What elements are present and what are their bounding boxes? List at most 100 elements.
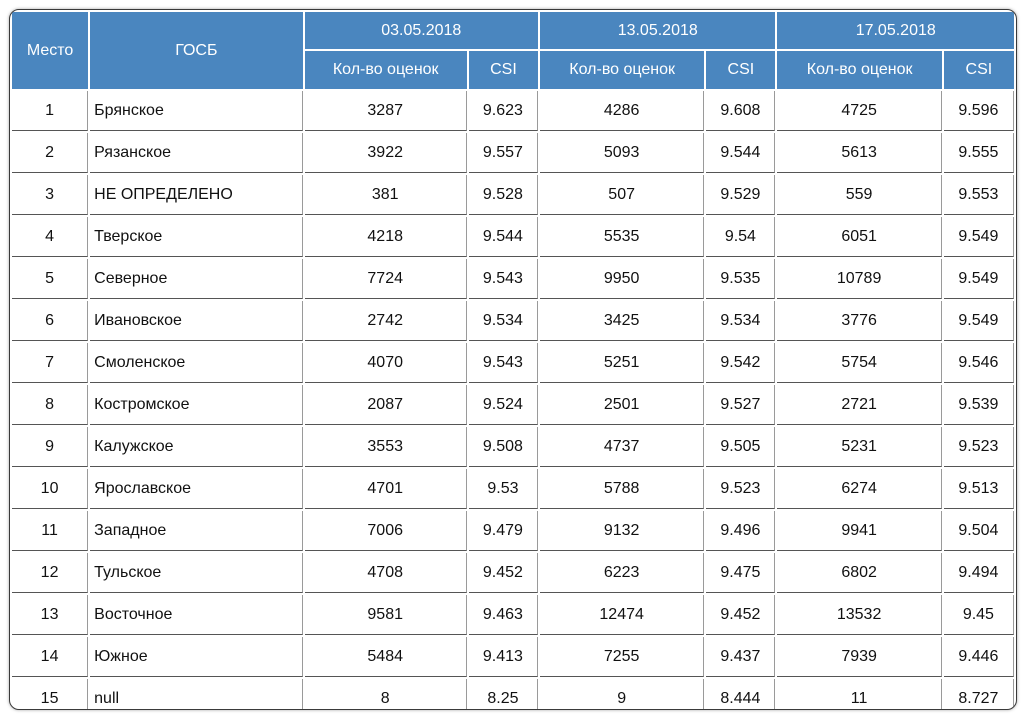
table-row[interactable]: 3 НЕ ОПРЕДЕЛЕНО 381 9.528 507 9.529 559 9.553 <box>12 175 1014 215</box>
table-frame: Место ГОСБ 03.05.2018 13.05.2018 17.05.2… <box>9 9 1017 710</box>
cell-csi-2: 9.608 <box>706 91 776 131</box>
cell-gosb-name: Северное <box>90 259 303 299</box>
cell-count-2: 9950 <box>540 259 705 299</box>
cell-csi-3: 9.513 <box>943 469 1014 509</box>
cell-csi-3: 9.549 <box>943 259 1014 299</box>
col-header-gosb[interactable]: ГОСБ <box>90 12 303 89</box>
col-header-count-1[interactable]: Кол-во оценок <box>304 51 467 89</box>
table-row[interactable]: 4 Тверское 4218 9.544 5535 9.54 6051 9.549 <box>12 217 1014 257</box>
cell-csi-1: 9.543 <box>468 259 538 299</box>
cell-csi-2: 9.437 <box>706 637 776 677</box>
cell-csi-1: 9.557 <box>468 133 538 173</box>
cell-gosb-name: Ивановское <box>90 301 303 341</box>
cell-place: 7 <box>12 343 89 383</box>
cell-csi-3: 9.553 <box>943 175 1014 215</box>
table-row[interactable]: 8 Костромское 2087 9.524 2501 9.527 2721 9.539 <box>12 385 1014 425</box>
cell-count-3: 559 <box>777 175 942 215</box>
cell-csi-1: 9.544 <box>468 217 538 257</box>
cell-csi-1: 9.623 <box>468 91 538 131</box>
table-row[interactable]: 15 null 8 8.25 9 8.444 11 8.727 <box>12 679 1014 709</box>
cell-csi-2: 9.542 <box>706 343 776 383</box>
cell-count-2: 4737 <box>540 427 705 467</box>
cell-csi-3: 9.549 <box>943 217 1014 257</box>
col-header-csi-3[interactable]: CSI <box>943 51 1014 89</box>
table-row[interactable]: 12 Тульское 4708 9.452 6223 9.475 6802 9.494 <box>12 553 1014 593</box>
cell-csi-1: 9.463 <box>468 595 538 635</box>
table-row[interactable]: 7 Смоленское 4070 9.543 5251 9.542 5754 9.546 <box>12 343 1014 383</box>
cell-gosb-name: НЕ ОПРЕДЕЛЕНО <box>90 175 303 215</box>
cell-csi-3: 9.494 <box>943 553 1014 593</box>
cell-csi-2: 9.544 <box>706 133 776 173</box>
cell-place: 3 <box>12 175 89 215</box>
cell-count-2: 7255 <box>540 637 705 677</box>
col-header-csi-1[interactable]: CSI <box>468 51 538 89</box>
cell-count-1: 4708 <box>304 553 467 593</box>
cell-csi-3: 9.555 <box>943 133 1014 173</box>
csi-table: Место ГОСБ 03.05.2018 13.05.2018 17.05.2… <box>10 10 1016 709</box>
cell-place: 13 <box>12 595 89 635</box>
cell-count-1: 4701 <box>304 469 467 509</box>
cell-gosb-name: Западное <box>90 511 303 551</box>
table-body: 1 Брянское 3287 9.623 4286 9.608 4725 9.596 2 Ряз… <box>12 91 1014 709</box>
cell-csi-3: 9.596 <box>943 91 1014 131</box>
cell-gosb-name: Восточное <box>90 595 303 635</box>
table-row[interactable]: 14 Южное 5484 9.413 7255 9.437 7939 9.446 <box>12 637 1014 677</box>
cell-count-3: 4725 <box>777 91 942 131</box>
cell-csi-1: 9.53 <box>468 469 538 509</box>
cell-gosb-name: Калужское <box>90 427 303 467</box>
cell-csi-2: 9.527 <box>706 385 776 425</box>
table-row[interactable]: 13 Восточное 9581 9.463 12474 9.452 13532 9.45 <box>12 595 1014 635</box>
cell-place: 2 <box>12 133 89 173</box>
cell-count-1: 3553 <box>304 427 467 467</box>
cell-count-2: 5788 <box>540 469 705 509</box>
col-header-csi-2[interactable]: CSI <box>706 51 776 89</box>
cell-csi-3: 9.549 <box>943 301 1014 341</box>
cell-count-3: 6802 <box>777 553 942 593</box>
cell-count-3: 5754 <box>777 343 942 383</box>
cell-count-1: 2742 <box>304 301 467 341</box>
table-row[interactable]: 5 Северное 7724 9.543 9950 9.535 10789 9.549 <box>12 259 1014 299</box>
cell-csi-2: 9.475 <box>706 553 776 593</box>
cell-csi-2: 9.529 <box>706 175 776 215</box>
table-row[interactable]: 10 Ярославское 4701 9.53 5788 9.523 6274 9.513 <box>12 469 1014 509</box>
cell-csi-1: 9.528 <box>468 175 538 215</box>
table-row[interactable]: 6 Ивановское 2742 9.534 3425 9.534 3776 9.549 <box>12 301 1014 341</box>
cell-csi-1: 9.508 <box>468 427 538 467</box>
cell-count-3: 9941 <box>777 511 942 551</box>
cell-place: 12 <box>12 553 89 593</box>
cell-csi-1: 9.479 <box>468 511 538 551</box>
cell-count-3: 2721 <box>777 385 942 425</box>
cell-count-1: 3287 <box>304 91 467 131</box>
col-header-place[interactable]: Место <box>12 12 89 89</box>
cell-count-3: 10789 <box>777 259 942 299</box>
cell-csi-2: 9.496 <box>706 511 776 551</box>
col-header-count-2[interactable]: Кол-во оценок <box>540 51 705 89</box>
cell-csi-1: 9.524 <box>468 385 538 425</box>
cell-gosb-name: Рязанское <box>90 133 303 173</box>
cell-csi-3: 9.523 <box>943 427 1014 467</box>
cell-count-2: 3425 <box>540 301 705 341</box>
cell-csi-1: 9.534 <box>468 301 538 341</box>
cell-count-1: 381 <box>304 175 467 215</box>
cell-count-1: 3922 <box>304 133 467 173</box>
cell-csi-1: 8.25 <box>469 679 538 709</box>
cell-csi-3: 9.45 <box>943 595 1014 635</box>
cell-csi-2: 9.54 <box>706 217 776 257</box>
table-row[interactable]: 9 Калужское 3553 9.508 4737 9.505 5231 9.523 <box>12 427 1014 467</box>
cell-count-2: 9132 <box>540 511 705 551</box>
cell-gosb-name: Тверское <box>90 217 303 257</box>
cell-count-3: 13532 <box>777 595 942 635</box>
col-header-count-3[interactable]: Кол-во оценок <box>777 51 942 89</box>
cell-csi-1: 9.452 <box>468 553 538 593</box>
table-row[interactable]: 11 Западное 7006 9.479 9132 9.496 9941 9.504 <box>12 511 1014 551</box>
table-row[interactable]: 1 Брянское 3287 9.623 4286 9.608 4725 9.596 <box>12 91 1014 131</box>
cell-count-1: 7006 <box>304 511 467 551</box>
cell-count-3: 11 <box>777 679 942 709</box>
cell-csi-2: 8.444 <box>706 679 776 709</box>
cell-count-2: 5535 <box>540 217 705 257</box>
table-row[interactable]: 2 Рязанское 3922 9.557 5093 9.544 5613 9.555 <box>12 133 1014 173</box>
cell-place: 5 <box>12 259 89 299</box>
cell-count-1: 4070 <box>304 343 467 383</box>
cell-count-3: 7939 <box>777 637 942 677</box>
cell-gosb-name: Смоленское <box>90 343 303 383</box>
